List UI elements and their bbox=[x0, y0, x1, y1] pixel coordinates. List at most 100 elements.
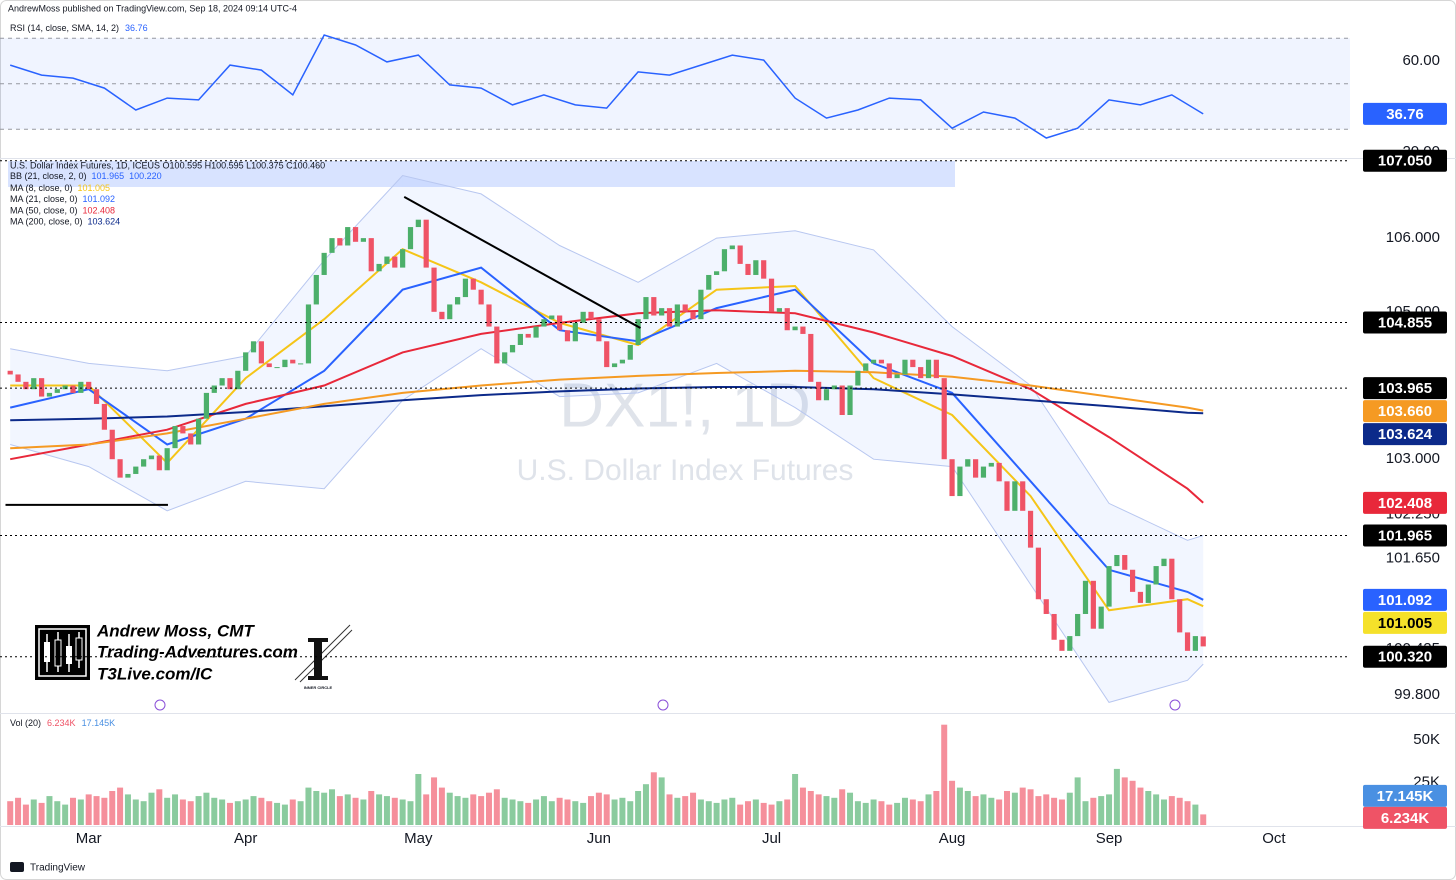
volume-bar bbox=[54, 801, 61, 825]
candle-body bbox=[737, 245, 743, 264]
volume-bar bbox=[650, 772, 657, 825]
price-label: 103.624 bbox=[1378, 426, 1433, 443]
candle-body bbox=[933, 359, 939, 379]
candle-body bbox=[557, 315, 563, 331]
bb-fill bbox=[10, 348, 89, 467]
candle-body bbox=[549, 315, 555, 320]
volume-bar bbox=[595, 792, 602, 825]
volume-bar bbox=[219, 799, 226, 825]
candle-body bbox=[870, 359, 877, 364]
candle-body bbox=[329, 238, 335, 253]
volume-bar bbox=[988, 797, 995, 825]
x-tick-label: Mar bbox=[76, 830, 102, 847]
volume-bar bbox=[281, 804, 288, 825]
volume-bar bbox=[792, 773, 799, 825]
candle-body bbox=[588, 311, 594, 320]
volume-bar bbox=[156, 789, 163, 825]
candle-body bbox=[400, 249, 406, 268]
candle-body bbox=[407, 227, 414, 250]
candle-body bbox=[109, 429, 115, 460]
candle-body bbox=[643, 297, 649, 320]
volume-bar bbox=[258, 797, 265, 825]
x-tick-label: Jun bbox=[587, 830, 611, 847]
candle-body bbox=[918, 367, 924, 379]
candle-body bbox=[666, 308, 673, 327]
volume-bar bbox=[305, 787, 312, 825]
candle-body bbox=[1075, 613, 1081, 637]
rsi-pane bbox=[0, 34, 1350, 139]
volume-bar bbox=[744, 801, 751, 825]
volume-bar bbox=[1011, 792, 1018, 825]
rsi-legend: RSI (14, close, SMA, 14, 2) 36.76 bbox=[10, 23, 148, 33]
price-label-box bbox=[1363, 377, 1447, 400]
legend-name: Vol (20) bbox=[10, 718, 41, 728]
volume-bar bbox=[1019, 787, 1026, 825]
volume-bar bbox=[1106, 794, 1113, 825]
candle-body bbox=[831, 385, 837, 390]
candle-body bbox=[415, 219, 421, 228]
volume-bar bbox=[250, 796, 257, 825]
candle-body bbox=[509, 344, 516, 353]
volume-average-label-box bbox=[1363, 784, 1447, 807]
candle-body bbox=[753, 260, 759, 275]
volume-bar bbox=[109, 790, 116, 825]
volume-bar bbox=[415, 773, 422, 825]
candle-body bbox=[258, 341, 264, 364]
candle-body bbox=[101, 403, 107, 430]
candle-body bbox=[117, 459, 123, 478]
x-tick-label: Aug bbox=[939, 830, 966, 847]
volume-bar bbox=[525, 802, 532, 825]
volume-bar bbox=[580, 802, 587, 825]
brand-name: Andrew Moss, CMT bbox=[96, 621, 255, 640]
candle-body bbox=[384, 256, 390, 264]
candle-body bbox=[996, 462, 1002, 482]
candle-body bbox=[1200, 636, 1206, 647]
volume-bar bbox=[117, 787, 124, 825]
candle-body bbox=[454, 297, 461, 305]
volume-bar bbox=[784, 799, 791, 825]
candle-body bbox=[1192, 636, 1198, 651]
candle-body bbox=[164, 448, 170, 471]
volume-bar bbox=[38, 802, 45, 825]
candle-body bbox=[941, 378, 947, 460]
candle-body bbox=[713, 271, 720, 275]
candle-body bbox=[274, 367, 280, 369]
volume-bar bbox=[917, 801, 924, 825]
price-label: 100.320 bbox=[1378, 649, 1432, 666]
candle-body bbox=[863, 363, 869, 371]
volume-bar bbox=[776, 801, 783, 825]
price-pane bbox=[5, 174, 1206, 703]
candle-body bbox=[1106, 566, 1112, 607]
ma-legend: MA (8, close, 0) 101.005 bbox=[10, 183, 110, 193]
volume-bar bbox=[336, 796, 343, 825]
watermark-name: U.S. Dollar Index Futures bbox=[517, 454, 854, 487]
candle-body bbox=[70, 385, 76, 393]
legend-value: 17.145K bbox=[82, 718, 116, 728]
legend-value: 6.234K bbox=[47, 718, 76, 728]
candle-body bbox=[721, 249, 728, 272]
brand-link: T3Live.com/IC bbox=[97, 664, 213, 683]
candle-body bbox=[250, 341, 257, 353]
volume-bar bbox=[274, 802, 281, 825]
bb-fill bbox=[402, 175, 482, 401]
candle-body bbox=[659, 308, 665, 316]
legend-name: MA (21, close, 0) bbox=[10, 195, 78, 205]
volume-bar bbox=[1184, 801, 1191, 825]
candle-body bbox=[729, 245, 735, 250]
candle-body bbox=[1059, 639, 1065, 651]
price-label-box bbox=[1363, 149, 1447, 172]
rsi-line bbox=[9, 34, 1204, 139]
volume-bar bbox=[376, 794, 383, 825]
bb-legend: BB (21, close, 2, 0) 101.965 100.220 bbox=[10, 171, 162, 181]
volume-bar bbox=[485, 792, 492, 825]
volume-bar bbox=[854, 801, 861, 825]
volume-bar bbox=[956, 787, 963, 825]
volume-bar bbox=[533, 799, 540, 825]
candle-body bbox=[282, 359, 288, 368]
candle-body bbox=[1027, 510, 1034, 548]
legend-name: MA (50, close, 0) bbox=[10, 206, 78, 216]
volume-bar bbox=[470, 794, 477, 825]
price-label: 103.965 bbox=[1378, 380, 1432, 397]
price-label: 101.965 bbox=[1378, 527, 1432, 544]
